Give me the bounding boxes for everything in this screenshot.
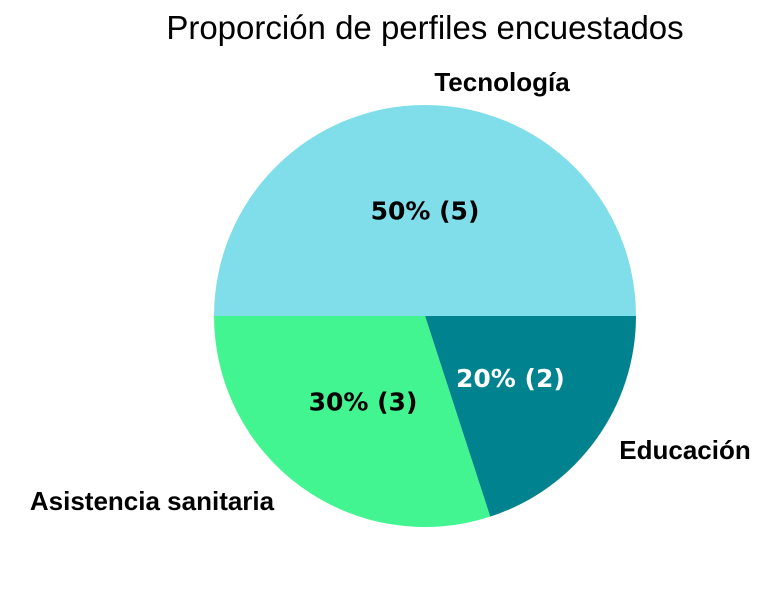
pie-labels: 50% (5) Tecnología 20% (2) Educación 30% (3)… (30, 67, 751, 516)
slice-value-label: 20% (2) (456, 364, 565, 393)
pie-slices (214, 105, 636, 527)
slice-category-label: Tecnología (434, 67, 570, 97)
slice-value-label: 50% (5) (371, 197, 480, 226)
slice-category-label: Educación (619, 435, 750, 465)
pie-slice-3 (214, 316, 491, 527)
pie-slice-2 (425, 316, 636, 517)
slice-category-label: Asistencia sanitaria (30, 486, 275, 516)
pie-slice-1 (214, 105, 636, 316)
slice-value-label: 30% (3) (309, 387, 418, 416)
chart-title: Proporción de perfiles encuestados (166, 9, 683, 46)
